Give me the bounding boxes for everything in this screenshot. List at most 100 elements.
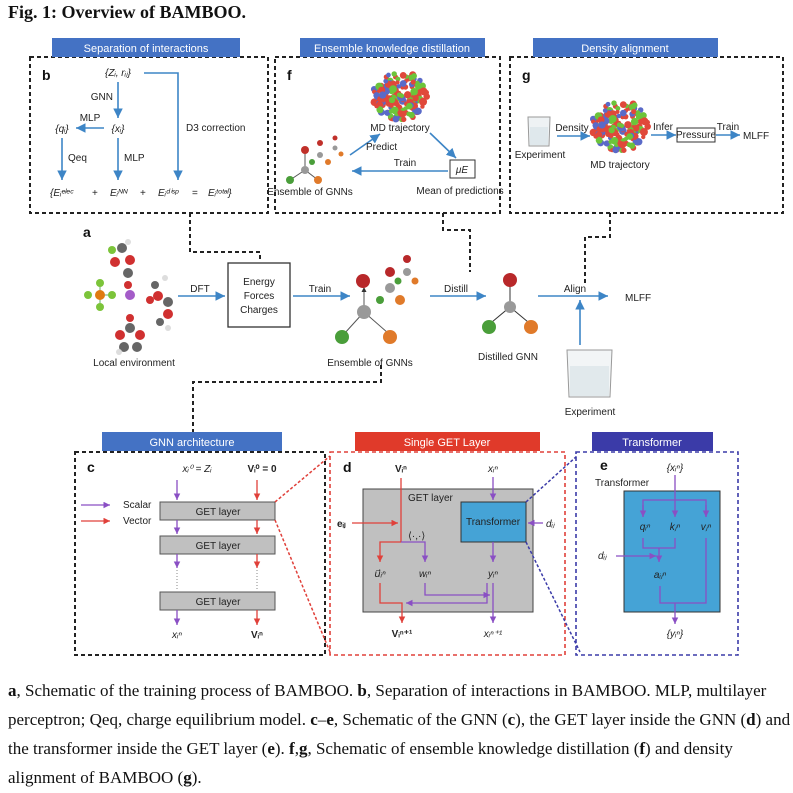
train-label: Train	[717, 122, 739, 133]
transformer-box: Transformer	[466, 517, 521, 528]
atom	[635, 110, 641, 116]
atom	[388, 109, 394, 114]
atom	[376, 106, 384, 114]
plus: +	[92, 188, 98, 199]
panel-e-header: Transformer	[622, 437, 682, 449]
x0-label: xᵢ⁰ = Zᵢ	[181, 464, 212, 475]
beaker-icon	[527, 116, 551, 147]
xn1-output: xᵢⁿ⁺¹	[483, 629, 503, 640]
xn-label: xᵢⁿ	[171, 630, 182, 641]
vn-input: Vᵢⁿ	[395, 464, 407, 475]
distilled-label: Distilled GNN	[478, 352, 538, 363]
density-label: Density	[555, 123, 588, 134]
panel-f: Ensemble knowledge distillation f MD tra…	[267, 38, 504, 214]
k-label: kⱼⁿ	[670, 522, 681, 533]
local-environment-molecules	[84, 239, 173, 355]
caption-text: ), the GET layer inside the GNN (	[515, 710, 747, 729]
atom	[624, 121, 632, 129]
panel-e: Transformer e {xᵢⁿ} Transformer qᵢⁿ kⱼⁿ …	[575, 432, 739, 656]
atom	[386, 72, 391, 78]
header-bar	[355, 432, 540, 451]
xn-input: xᵢⁿ	[487, 464, 498, 475]
caption-panel-ref: g	[298, 739, 308, 758]
caption-text: –	[317, 710, 327, 729]
atom	[419, 97, 428, 106]
atom	[603, 140, 610, 147]
atom	[633, 125, 640, 132]
atom	[621, 147, 627, 153]
caption-panel-ref: c	[507, 710, 516, 729]
atom	[388, 96, 396, 104]
gnn-ensemble-icon	[335, 255, 419, 344]
caption-panel-ref: f	[289, 739, 295, 758]
atom	[644, 119, 651, 125]
get-layer-2: GET layer	[196, 541, 241, 552]
header-bar	[533, 38, 718, 57]
e-elec: {Eᵢᵉˡᵉᶜ	[50, 188, 74, 199]
e-disp: Eᵢᵈⁱˢᵖ	[158, 188, 179, 199]
atom	[410, 88, 418, 96]
legend-vector: Vector	[123, 516, 152, 527]
atom	[389, 85, 397, 93]
connectors	[189, 213, 611, 432]
panel-c-header: GNN architecture	[150, 437, 235, 449]
caption-panel-ref: b	[357, 681, 367, 700]
atom	[626, 133, 633, 140]
atom	[401, 116, 407, 123]
atom	[408, 111, 415, 119]
atom	[595, 136, 603, 144]
caption-text: , Schematic of the training process of B…	[16, 681, 358, 700]
q-label: qᵢⁿ	[640, 522, 651, 533]
legend-scalar: Scalar	[123, 500, 152, 511]
y-output: {yᵢⁿ}	[667, 629, 684, 640]
caption-text: , Schematic of the GNN (	[333, 710, 508, 729]
caption-panel-ref: f	[639, 739, 646, 758]
box-line: Forces	[244, 291, 275, 302]
atom	[412, 95, 419, 102]
atom	[373, 92, 380, 99]
caption-text: ) and the transformer inside the GET lay…	[8, 710, 791, 758]
d3-label: D3 correction	[186, 123, 245, 134]
atom	[616, 122, 622, 128]
atom	[374, 103, 379, 109]
atom	[608, 127, 615, 134]
atom	[406, 102, 413, 110]
caption-text: , Schematic of ensemble knowledge distil…	[307, 739, 640, 758]
box-line: Charges	[240, 305, 278, 316]
atom	[411, 73, 417, 79]
e-total: Eᵢᵗᵒᵗᵃˡ}	[208, 188, 232, 199]
md-trajectory-image	[589, 100, 651, 154]
vn1-output: Vᵢⁿ⁺¹	[392, 629, 413, 640]
atom	[619, 109, 627, 117]
a-label: aᵢⱼⁿ	[654, 570, 667, 581]
eij-label: eᵢⱼ	[337, 519, 346, 530]
infer-label: Infer	[653, 122, 674, 133]
vn-label: Vᵢⁿ	[251, 630, 263, 641]
x-node: {xᵢ}	[112, 124, 126, 135]
panel-b: Separation of interactions b {Zᵢ, rᵢⱼ} G…	[29, 38, 269, 214]
atom	[608, 139, 613, 145]
caption-text: ).	[191, 768, 202, 787]
caption-panel-ref: d	[746, 710, 756, 729]
atom	[598, 121, 606, 129]
atom	[631, 102, 638, 109]
caption-panel-ref: e	[267, 739, 275, 758]
header-bar	[102, 432, 282, 451]
atom	[615, 105, 621, 111]
md-label: MD trajectory	[370, 123, 429, 134]
md-trajectory-image	[370, 71, 430, 123]
atom	[628, 142, 636, 149]
atom	[423, 90, 430, 96]
align-label: Align	[564, 284, 586, 295]
figure-title: Fig. 1: Overview of BAMBOO.	[8, 2, 246, 22]
atom	[592, 122, 599, 129]
caption-panel-ref: c	[310, 710, 318, 729]
v0-label: Vᵢ⁰ = 0	[247, 464, 276, 475]
energy-forces-charges-box	[227, 262, 291, 328]
mlp-label: MLP	[124, 153, 145, 164]
mlff-label: MLFF	[743, 131, 769, 142]
atom	[593, 134, 599, 139]
atom	[616, 113, 622, 119]
atom	[608, 115, 617, 123]
beaker-icon	[566, 349, 613, 398]
